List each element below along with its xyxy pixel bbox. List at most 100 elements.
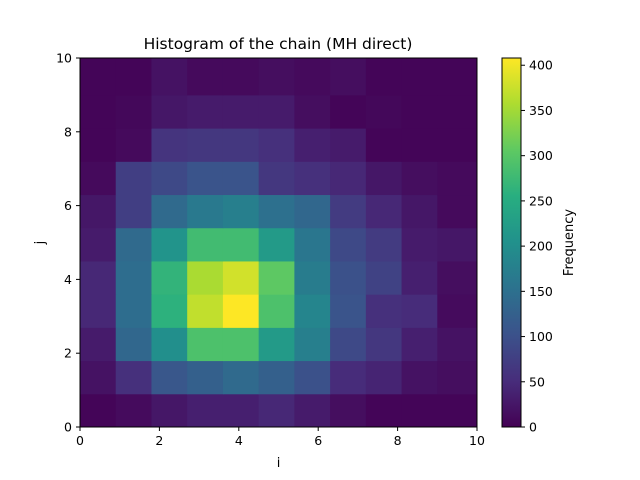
heatmap-cell (330, 128, 367, 162)
heatmap-cell (365, 94, 403, 129)
heatmap-cell (330, 393, 367, 428)
heatmap-cell (222, 94, 260, 129)
heatmap-cell (294, 161, 331, 196)
colorbar-tick-label: 300 (529, 148, 553, 163)
heatmap-cell (151, 94, 188, 129)
heatmap-cell (294, 58, 331, 96)
y-tick-label: 10 (56, 51, 72, 66)
heatmap-cell (437, 360, 478, 395)
colorbar-ticks: 0 50 100 150 200 250 300 350 400 (521, 58, 553, 435)
heatmap-cell (401, 128, 438, 162)
x-tick-label: 4 (235, 433, 243, 448)
heatmap-cell (222, 294, 260, 328)
heatmap-cell (187, 161, 224, 196)
heatmap-cell (151, 393, 188, 428)
x-tick-label: 0 (76, 433, 84, 448)
heatmap-cell (80, 393, 117, 428)
colorbar-tick-label: 350 (529, 103, 553, 118)
heatmap-cell (115, 294, 152, 328)
heatmap-cell (294, 294, 331, 328)
x-tick-label: 6 (314, 433, 322, 448)
heatmap-cell (151, 161, 188, 196)
heatmap-cell (258, 327, 295, 362)
heatmap-cell (151, 58, 188, 96)
x-tick-label: 8 (394, 433, 402, 448)
heatmap-cell (80, 161, 117, 196)
colorbar-tick-label: 50 (529, 374, 545, 389)
heatmap-cell (401, 327, 438, 362)
heatmap-cell (258, 128, 295, 162)
heatmap-cell (365, 294, 403, 328)
heatmap-cell (401, 360, 438, 395)
heatmap-cell (80, 260, 117, 295)
x-tick-label: 10 (469, 433, 485, 448)
heatmap-cell (80, 327, 117, 362)
heatmap-cell (222, 327, 260, 362)
colorbar-tick-label: 400 (529, 58, 553, 73)
colorbar-label: Frequency (562, 209, 577, 276)
heatmap-cell (115, 161, 152, 196)
heatmap-cell (80, 94, 117, 129)
heatmap-cell (115, 393, 152, 428)
heatmap-cell (365, 128, 403, 162)
heatmap-cell (365, 227, 403, 262)
heatmap-cell (115, 194, 152, 229)
heatmap-cell (115, 94, 152, 129)
heatmap-cell (80, 227, 117, 262)
heatmap-cell (365, 161, 403, 196)
heatmap-cell (115, 227, 152, 262)
y-axis: 0 2 4 6 8 10 (56, 51, 80, 435)
heatmap-cell (258, 94, 295, 129)
heatmap-cell (365, 393, 403, 428)
x-axis: 0 2 4 6 8 10 (76, 427, 485, 448)
y-tick-label: 4 (64, 272, 72, 287)
x-axis-label: i (277, 456, 281, 471)
heatmap-cell (401, 393, 438, 428)
heatmap-cell (80, 360, 117, 395)
colorbar-tick-label: 100 (529, 329, 553, 344)
heatmap-cell (151, 294, 188, 328)
heatmap-cell (294, 327, 331, 362)
heatmap-cell (151, 227, 188, 262)
heatmap-cell (222, 128, 260, 162)
heatmap-cell (151, 194, 188, 229)
heatmap-cell (437, 260, 478, 295)
y-tick-label: 0 (64, 420, 72, 435)
heatmap-cell (437, 294, 478, 328)
heatmap-cell (330, 360, 367, 395)
heatmap-cell (187, 128, 224, 162)
colorbar-tick-label: 250 (529, 193, 553, 208)
heatmap-cell (294, 360, 331, 395)
heatmap-cell (222, 227, 260, 262)
heatmap-cell (80, 58, 117, 96)
heatmap-cell (151, 128, 188, 162)
heatmap-cell (151, 360, 188, 395)
chart-title: Histogram of the chain (MH direct) (144, 35, 413, 53)
heatmap-cell (115, 58, 152, 96)
heatmap-cells (80, 58, 478, 428)
heatmap-cell (294, 260, 331, 295)
heatmap-cell (330, 194, 367, 229)
heatmap-cell (437, 128, 478, 162)
heatmap-cell (437, 94, 478, 129)
heatmap-cell (258, 58, 295, 96)
heatmap-cell (115, 360, 152, 395)
heatmap-cell (187, 393, 224, 428)
heatmap-cell (294, 194, 331, 229)
heatmap-cell (187, 294, 224, 328)
colorbar-tick-label: 200 (529, 239, 553, 254)
heatmap-cell (365, 260, 403, 295)
heatmap-cell (401, 227, 438, 262)
heatmap-cell (187, 360, 224, 395)
heatmap-cell (187, 327, 224, 362)
heatmap-cell (437, 194, 478, 229)
heatmap-cell (437, 393, 478, 428)
colorbar-tick-label: 0 (529, 420, 537, 435)
heatmap-cell (330, 260, 367, 295)
heatmap-cell (258, 260, 295, 295)
heatmap-cell (437, 161, 478, 196)
heatmap-cell (365, 327, 403, 362)
heatmap-cell (258, 194, 295, 229)
heatmap-cell (437, 327, 478, 362)
